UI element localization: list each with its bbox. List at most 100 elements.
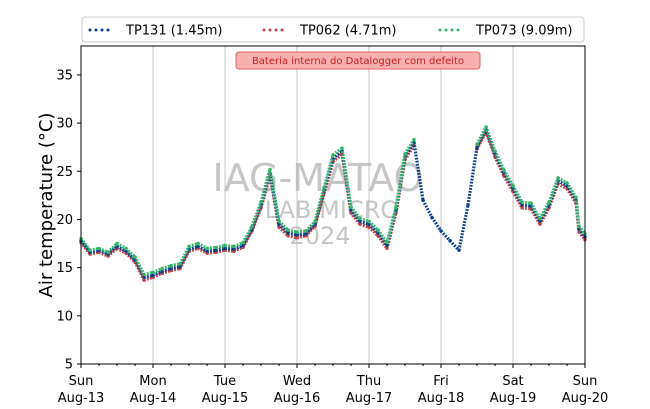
- data-point: [358, 219, 362, 224]
- data-point: [214, 248, 218, 252]
- data-point: [421, 198, 425, 202]
- data-point: [223, 246, 227, 251]
- data-point: [520, 203, 524, 207]
- legend-marker: [106, 28, 110, 32]
- legend-label: TP062 (4.71m): [299, 24, 396, 39]
- annotation-text: Bateria interna do Datalogger com defeit…: [252, 56, 464, 67]
- data-point: [223, 243, 227, 248]
- legend-marker: [438, 28, 442, 32]
- watermark-line-1: IAG-MATAO: [212, 156, 423, 200]
- data-point: [286, 234, 290, 238]
- y-axis: 5 10 15 20 25 30 35: [56, 68, 81, 373]
- data-point: [448, 239, 452, 243]
- data-point: [538, 222, 542, 226]
- x-tick-label-day: Fri: [433, 374, 449, 389]
- data-point: [367, 222, 371, 226]
- legend-marker: [100, 28, 104, 32]
- annotation-background: [235, 51, 481, 70]
- y-tick-label: 10: [56, 309, 73, 324]
- data-point: [295, 233, 299, 237]
- data-point: [160, 269, 164, 274]
- data-point: [394, 205, 398, 209]
- x-tick-label-date: Aug-18: [418, 391, 465, 406]
- data-point: [430, 215, 434, 220]
- data-point: [259, 200, 263, 204]
- x-tick-label-day: Thu: [356, 374, 381, 389]
- grid-lines: [152, 46, 514, 364]
- y-tick-label: 5: [65, 358, 73, 373]
- data-point: [502, 168, 506, 172]
- data-point: [547, 200, 551, 204]
- data-point: [493, 149, 497, 153]
- data-point: [577, 227, 581, 231]
- data-point: [115, 241, 119, 246]
- data-point: [169, 264, 173, 268]
- watermark: IAG-MATAO LAB MICRO 2024: [212, 156, 423, 250]
- legend-marker: [444, 28, 448, 32]
- y-tick-label: 30: [56, 117, 73, 132]
- data-point: [565, 181, 569, 185]
- data-point: [214, 245, 218, 250]
- data-point: [232, 244, 236, 249]
- data-point: [250, 224, 254, 228]
- data-point: [520, 206, 524, 210]
- watermark-line-2: LAB MICRO: [265, 196, 400, 224]
- data-point: [232, 247, 236, 251]
- data-point: [106, 250, 110, 254]
- data-point: [349, 208, 353, 212]
- annotation-box: Bateria interna do Datalogger com defeit…: [235, 51, 481, 70]
- legend: TP131 (1.45m) TP062 (4.71m) TP073 (9.09m): [81, 16, 585, 43]
- data-point: [376, 228, 380, 232]
- y-tick-label: 25: [56, 165, 73, 180]
- data-point: [340, 146, 344, 150]
- x-tick-label-day: Mon: [139, 374, 166, 389]
- legend-marker: [274, 28, 278, 32]
- data-point: [475, 145, 479, 149]
- data-point: [187, 244, 191, 249]
- data-point: [151, 273, 155, 277]
- data-point: [286, 231, 290, 235]
- data-point: [367, 225, 371, 229]
- x-tick-label-day: Sun: [69, 374, 94, 389]
- data-point: [577, 230, 581, 234]
- data-point: [484, 125, 488, 129]
- legend-marker: [94, 28, 98, 32]
- data-point: [466, 203, 470, 207]
- data-point: [358, 216, 362, 221]
- y-axis-label: Air temperature (°C): [36, 113, 57, 298]
- data-point: [403, 152, 407, 156]
- data-point: [349, 211, 353, 215]
- legend-label: TP073 (9.09m): [475, 24, 572, 39]
- data-point: [124, 246, 128, 251]
- data-point: [520, 200, 524, 204]
- y-tick-label: 35: [56, 68, 73, 83]
- data-point: [142, 275, 146, 279]
- x-tick-label-date: Aug-16: [274, 391, 321, 406]
- data-point: [97, 246, 101, 251]
- data-point: [295, 236, 299, 240]
- data-point: [367, 219, 371, 224]
- data-point: [142, 272, 146, 277]
- data-point: [511, 184, 515, 188]
- data-point: [574, 195, 578, 199]
- data-point: [178, 265, 182, 269]
- data-point: [196, 241, 200, 246]
- data-point: [295, 230, 299, 234]
- x-tick-label-date: Aug-20: [562, 391, 609, 406]
- data-point: [277, 219, 281, 224]
- x-tick-label-day: Tue: [213, 374, 236, 389]
- data-point: [475, 142, 479, 146]
- legend-label: TP131 (1.45m): [125, 24, 222, 39]
- legend-marker: [456, 28, 460, 32]
- data-point: [385, 243, 389, 248]
- legend-marker: [262, 28, 266, 32]
- data-point: [151, 270, 155, 275]
- data-point: [178, 262, 182, 266]
- data-point: [205, 249, 209, 253]
- data-point: [556, 176, 560, 180]
- data-point: [133, 255, 137, 259]
- data-point: [241, 240, 245, 245]
- data-point: [268, 167, 272, 171]
- data-point: [457, 248, 461, 252]
- data-point: [142, 278, 146, 282]
